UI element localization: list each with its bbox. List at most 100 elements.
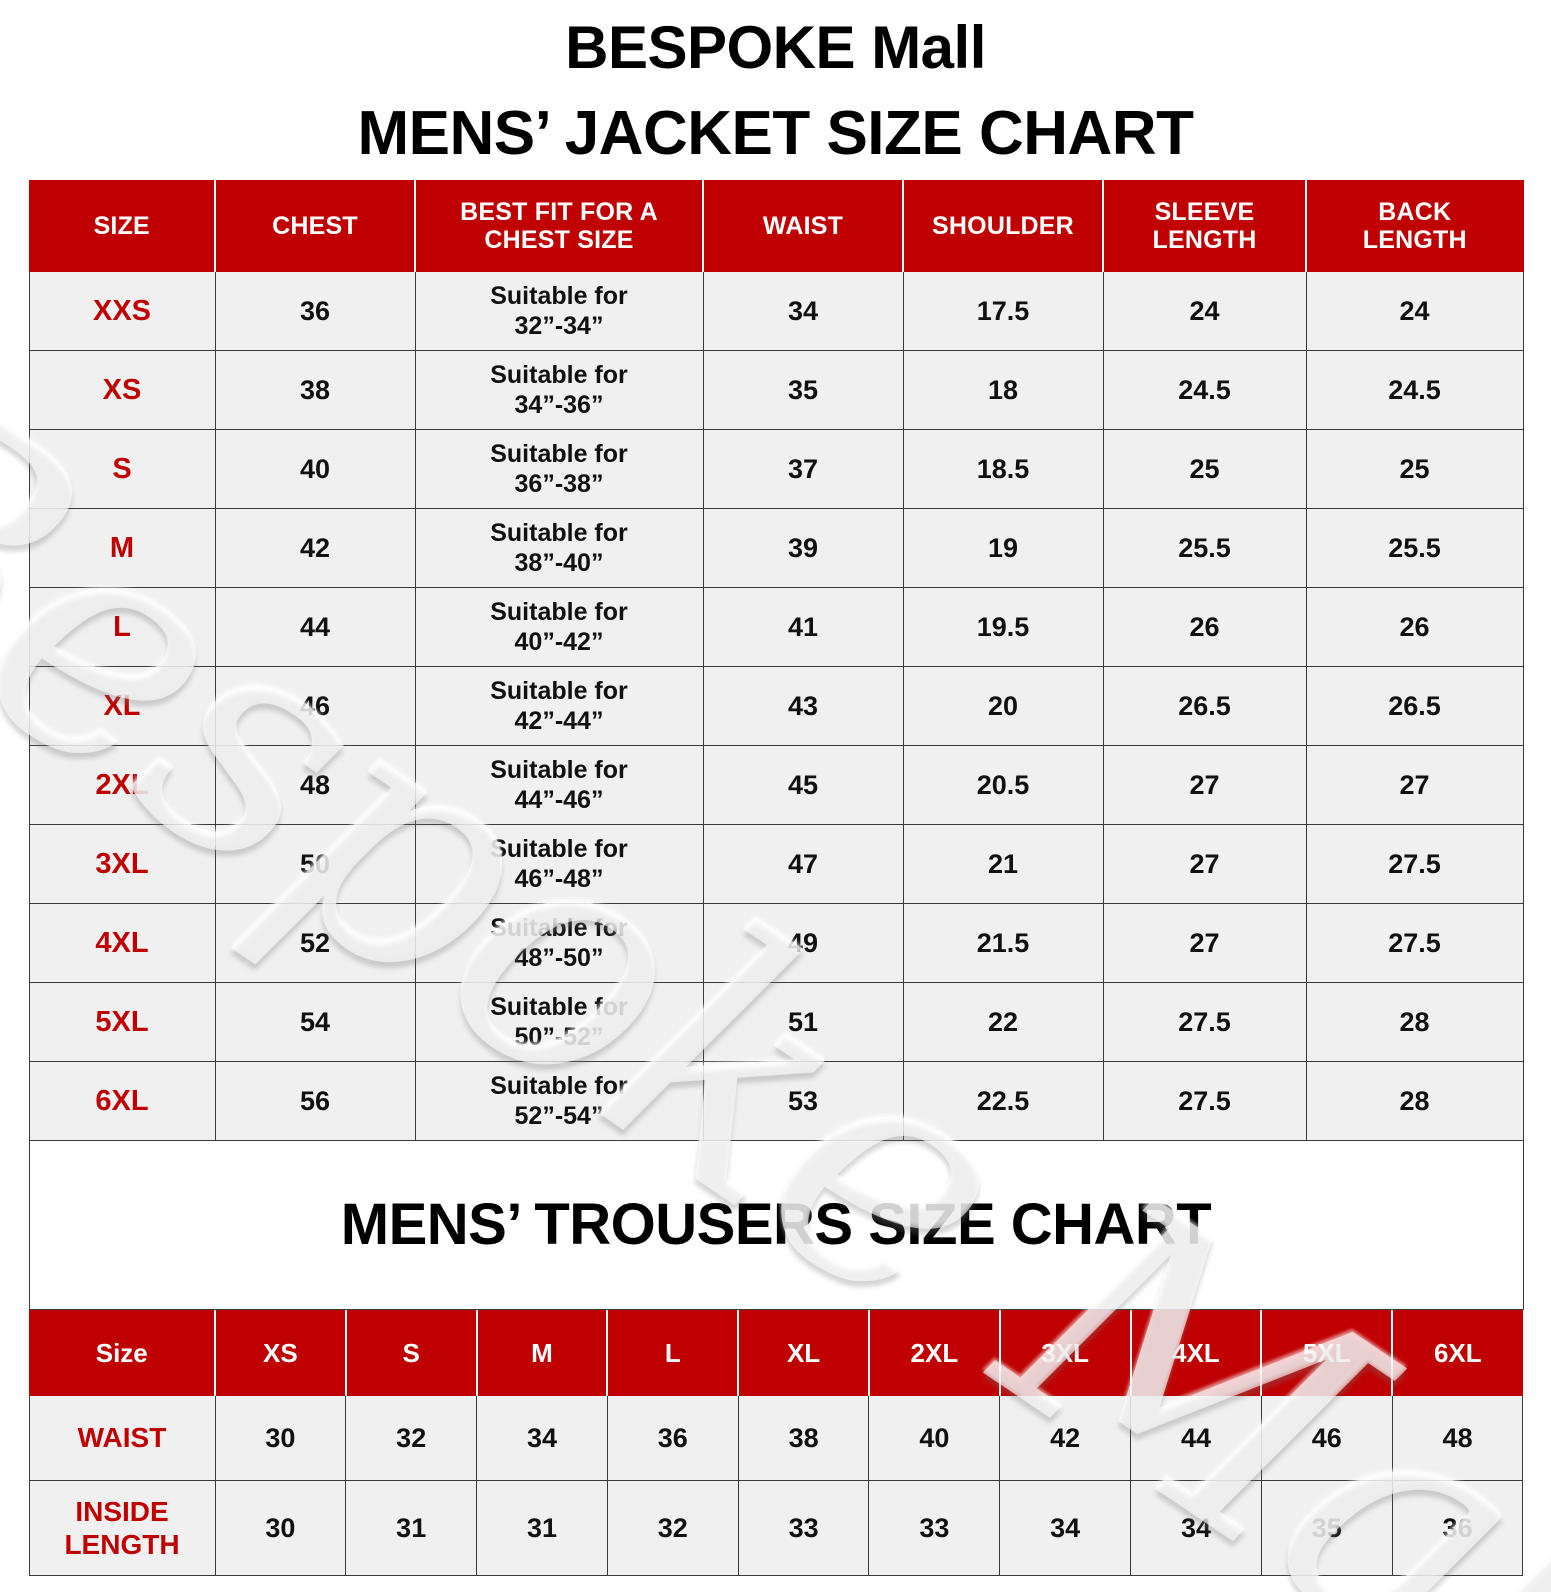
- header-size: SIZE: [28, 180, 216, 273]
- jacket-header-row: SIZE CHEST BEST FIT FOR A CHEST SIZE WAI…: [28, 180, 1524, 273]
- cell-size: M: [28, 508, 216, 589]
- cell-waist: 34: [702, 271, 904, 352]
- trousers-cell: 46: [1260, 1395, 1393, 1482]
- cell-sleeve-length: 24.5: [1102, 350, 1307, 431]
- cell-back-length: 28: [1305, 982, 1524, 1063]
- cell-best-fit: Suitable for 32”-34”: [414, 271, 704, 352]
- cell-back-length: 24: [1305, 271, 1524, 352]
- header-back-line2: LENGTH: [1362, 226, 1467, 255]
- cell-size: 6XL: [28, 1061, 216, 1142]
- trousers-cell: 36: [1391, 1480, 1524, 1577]
- trousers-cell: 34: [476, 1395, 608, 1482]
- cell-waist: 35: [702, 350, 904, 431]
- trousers-cell: 33: [868, 1480, 1001, 1577]
- header-best-fit-line2: CHEST SIZE: [484, 226, 634, 255]
- header-sleeve-line1: SLEEVE: [1154, 197, 1255, 226]
- cell-sleeve-length: 27.5: [1102, 982, 1307, 1063]
- cell-sleeve-length: 24: [1102, 271, 1307, 352]
- cell-shoulder: 19: [902, 508, 1104, 589]
- table-row: XL 46 Suitable for 42”-44” 43 20 26.5 26.5: [28, 666, 1524, 747]
- cell-chest: 36: [214, 271, 416, 352]
- cell-waist: 39: [702, 508, 904, 589]
- cell-sleeve-length: 27: [1102, 903, 1307, 984]
- header-best-fit-line1: BEST FIT FOR A: [460, 197, 658, 226]
- cell-waist: 43: [702, 666, 904, 747]
- trousers-cell: 31: [476, 1480, 608, 1577]
- cell-chest: 44: [214, 587, 416, 668]
- cell-back-length: 25.5: [1305, 508, 1524, 589]
- trousers-cell: 31: [345, 1480, 478, 1577]
- cell-sleeve-length: 26: [1102, 587, 1307, 668]
- cell-chest: 38: [214, 350, 416, 431]
- trousers-row-label: WAIST: [28, 1395, 216, 1482]
- cell-back-length: 27.5: [1305, 824, 1524, 905]
- trousers-header-s: S: [344, 1310, 478, 1397]
- cell-best-fit-line2: 46”-48”: [514, 865, 604, 894]
- table-row: 3XL 50 Suitable for 46”-48” 47 21 27 27.5: [28, 824, 1524, 905]
- trousers-cell: 34: [999, 1480, 1132, 1577]
- trousers-header-row: Size XS S M L XL 2XL 3XL 4XL 5XL 6XL: [28, 1310, 1524, 1397]
- cell-chest: 42: [214, 508, 416, 589]
- trousers-header-2xl: 2XL: [867, 1310, 1001, 1397]
- table-row: XS 38 Suitable for 34”-36” 35 18 24.5 24.5: [28, 350, 1524, 431]
- cell-best-fit-line2: 36”-38”: [514, 470, 604, 499]
- cell-waist: 47: [702, 824, 904, 905]
- jacket-table-wrap: SIZE CHEST BEST FIT FOR A CHEST SIZE WAI…: [28, 180, 1524, 1311]
- trousers-header-6xl: 6XL: [1391, 1310, 1524, 1397]
- cell-best-fit: Suitable for 38”-40”: [414, 508, 704, 589]
- header-sleeve-line2: LENGTH: [1152, 226, 1257, 255]
- header-best-fit: BEST FIT FOR A CHEST SIZE: [414, 180, 704, 273]
- jacket-chart-title: MENS’ JACKET SIZE CHART: [357, 99, 1194, 168]
- cell-shoulder: 19.5: [902, 587, 1104, 668]
- cell-best-fit-line1: Suitable for: [490, 360, 628, 389]
- trousers-header-m: M: [475, 1310, 609, 1397]
- cell-best-fit: Suitable for 34”-36”: [414, 350, 704, 431]
- cell-sleeve-length: 26.5: [1102, 666, 1307, 747]
- trousers-cell: 42: [999, 1395, 1132, 1482]
- cell-shoulder: 22.5: [902, 1061, 1104, 1142]
- header-shoulder: SHOULDER: [902, 180, 1104, 273]
- cell-size: XL: [28, 666, 216, 747]
- trousers-header-xl: XL: [737, 1310, 870, 1397]
- table-row: 4XL 52 Suitable for 48”-50” 49 21.5 27 27.5: [28, 903, 1524, 984]
- trousers-row-label-line1: INSIDE: [75, 1495, 169, 1527]
- spacer-row: MENS’ TROUSERS SIZE CHART: [28, 1140, 1524, 1311]
- cell-best-fit-line1: Suitable for: [490, 834, 628, 863]
- table-row: M 42 Suitable for 38”-40” 39 19 25.5 25.5: [28, 508, 1524, 589]
- trousers-row-label-line1: WAIST: [77, 1422, 167, 1454]
- trousers-cell: 36: [606, 1395, 739, 1482]
- cell-best-fit-line1: Suitable for: [490, 992, 628, 1021]
- trousers-title-band: MENS’ TROUSERS SIZE CHART: [28, 1140, 1524, 1311]
- table-row: INSIDE LENGTH 30 31 31 32 33 33 34 34 35 36: [28, 1480, 1524, 1577]
- header-waist: WAIST: [702, 180, 904, 273]
- cell-chest: 54: [214, 982, 416, 1063]
- cell-shoulder: 20: [902, 666, 1104, 747]
- trousers-cell: 30: [214, 1395, 347, 1482]
- trousers-cell: 44: [1130, 1395, 1262, 1482]
- cell-best-fit-line2: 44”-46”: [514, 786, 604, 815]
- table-row: 5XL 54 Suitable for 50”-52” 51 22 27.5 28: [28, 982, 1524, 1063]
- cell-waist: 41: [702, 587, 904, 668]
- cell-shoulder: 21.5: [902, 903, 1104, 984]
- cell-sleeve-length: 25.5: [1102, 508, 1307, 589]
- table-row: XXS 36 Suitable for 32”-34” 34 17.5 24 24: [28, 271, 1524, 352]
- trousers-cell: 48: [1391, 1395, 1524, 1482]
- table-row: S 40 Suitable for 36”-38” 37 18.5 25 25: [28, 429, 1524, 510]
- cell-back-length: 25: [1305, 429, 1524, 510]
- cell-best-fit-line1: Suitable for: [490, 1071, 628, 1100]
- cell-back-length: 26: [1305, 587, 1524, 668]
- cell-size: 5XL: [28, 982, 216, 1063]
- cell-shoulder: 20.5: [902, 745, 1104, 826]
- trousers-header-4xl: 4XL: [1129, 1310, 1263, 1397]
- cell-best-fit-line1: Suitable for: [490, 676, 628, 705]
- cell-best-fit-line2: 40”-42”: [514, 628, 604, 657]
- cell-best-fit-line2: 50”-52”: [514, 1023, 604, 1052]
- cell-chest: 50: [214, 824, 416, 905]
- cell-sleeve-length: 27: [1102, 745, 1307, 826]
- trousers-cell: 34: [1130, 1480, 1262, 1577]
- brand-title: BESPOKE Mall: [565, 14, 986, 81]
- cell-chest: 56: [214, 1061, 416, 1142]
- trousers-header-size: Size: [28, 1310, 216, 1397]
- cell-waist: 37: [702, 429, 904, 510]
